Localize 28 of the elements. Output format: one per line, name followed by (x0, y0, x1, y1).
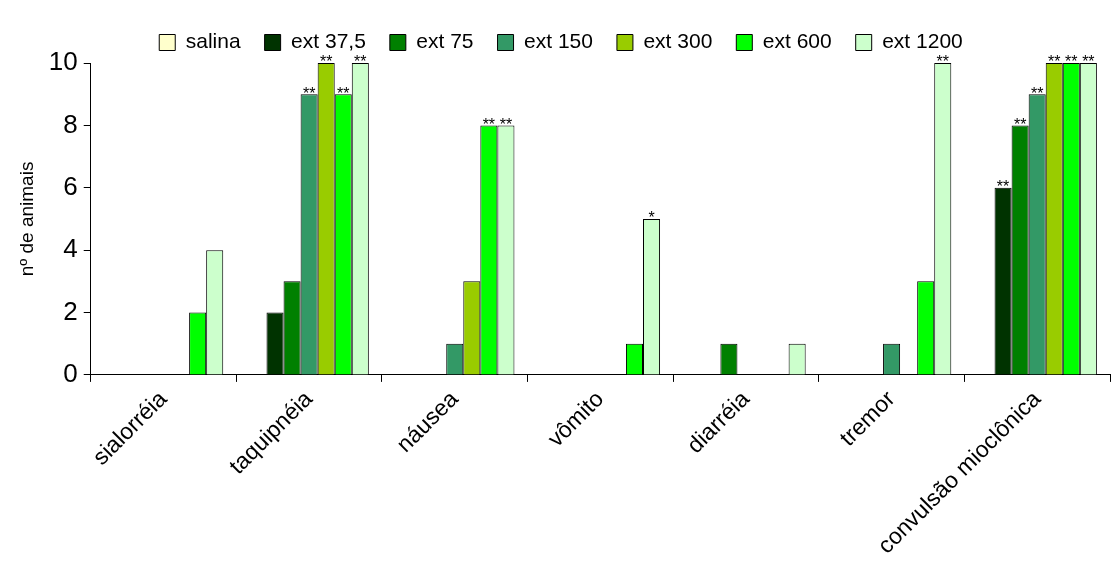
data-label: ** (1030, 84, 1044, 102)
legend-label: ext 1200 (882, 29, 963, 53)
data-label: ** (302, 84, 316, 102)
data-label: ** (319, 53, 333, 71)
data-label: ** (1065, 53, 1078, 71)
legend-label: ext 600 (762, 29, 832, 53)
legend-label: salina (185, 29, 241, 53)
data-label: ** (1048, 53, 1061, 71)
data-label: ** (1082, 53, 1095, 71)
y-tick-label: 8 (63, 108, 78, 139)
y-tick-label: 10 (48, 46, 78, 77)
data-label: * (648, 209, 655, 227)
data-label: ** (482, 115, 496, 133)
legend-label: ext 75 (416, 29, 474, 53)
y-tick-label: 4 (63, 233, 78, 264)
legend-label: ext 37,5 (291, 29, 366, 53)
y-tick-label: 6 (63, 170, 78, 201)
y-tick-label: 0 (63, 358, 78, 389)
data-label: ** (936, 53, 949, 71)
legend-label: ext 150 (524, 29, 593, 53)
data-label: ** (337, 84, 350, 102)
data-label: ** (354, 53, 367, 71)
data-label: ** (1013, 115, 1027, 133)
y-axis-title: nº de animais (15, 161, 37, 277)
y-tick-label: 2 (63, 295, 78, 326)
data-label: ** (996, 178, 1010, 196)
data-label: ** (499, 115, 513, 133)
legend-label: ext 300 (643, 29, 713, 53)
